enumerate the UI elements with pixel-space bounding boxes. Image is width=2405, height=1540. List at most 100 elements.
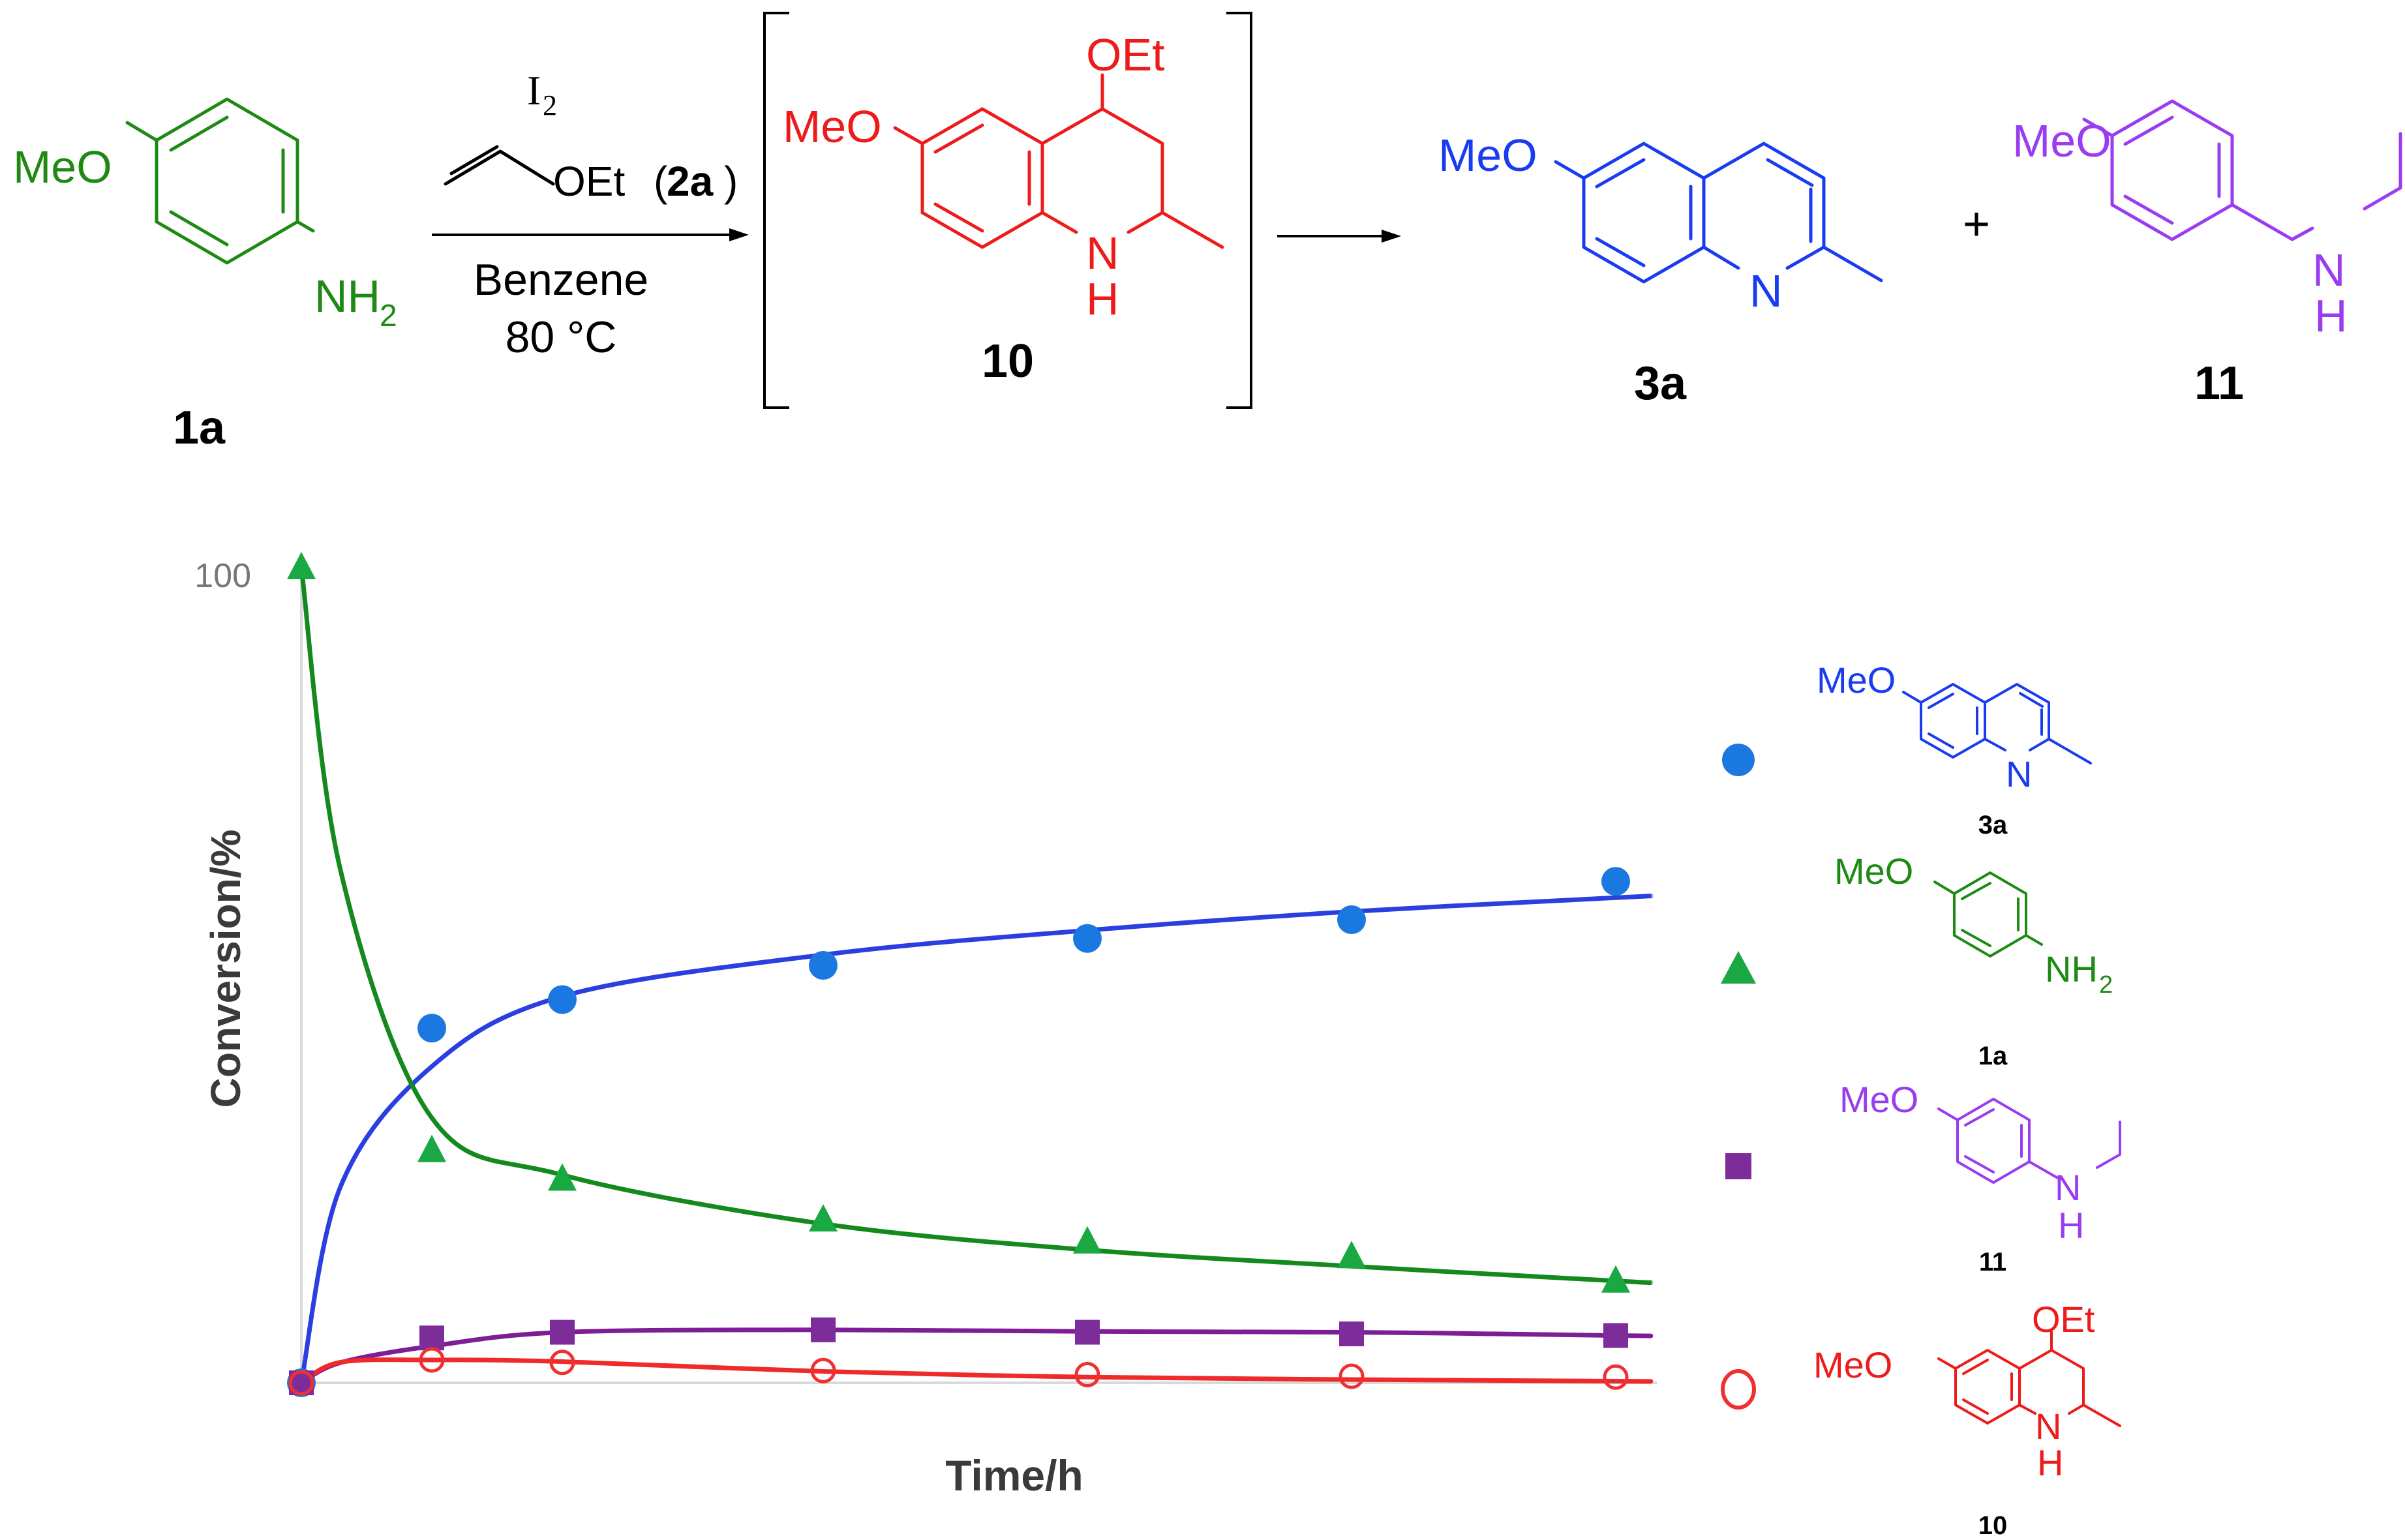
legend-structure-10: MeO OEt N H	[1813, 1299, 2121, 1483]
fit-curve-1a	[299, 567, 1654, 1286]
legend-11-n: N	[2055, 1167, 2081, 1208]
legend-label-11: 11	[1979, 1248, 2006, 1276]
marker-10-point-2	[549, 1350, 575, 1376]
marker-10-point-3	[810, 1357, 836, 1383]
marker-10-point-0	[288, 1370, 314, 1396]
compound-10-n: N	[1086, 228, 1119, 279]
marker-11-point-1	[419, 1325, 444, 1351]
reagents: I 2 OEt ( 2a )	[444, 67, 738, 205]
x-axis-label: Time/h	[945, 1451, 1083, 1500]
marker-3a-point-6	[1601, 867, 1630, 896]
marker-11-point-4	[1075, 1320, 1100, 1345]
marker-11-point-2	[550, 1320, 575, 1345]
legend-10-h: H	[2037, 1442, 2063, 1483]
compound-10-bonds	[893, 73, 1224, 249]
marker-10-point-6	[1603, 1364, 1629, 1390]
legend-1a-nh: NH	[2045, 948, 2098, 989]
compound-10-meo: MeO	[783, 101, 882, 152]
legend-10-oet: OEt	[2032, 1299, 2095, 1340]
compound-11-bonds	[2082, 99, 2402, 241]
marker-3a-point-1	[417, 1014, 446, 1043]
legend-structure-11: MeO N H	[1839, 1079, 2121, 1246]
legend-marker-11	[1725, 1153, 1751, 1179]
fit-curve-10	[300, 1357, 1654, 1385]
compound-1a-label: 1a	[173, 402, 226, 454]
legend-marker-3a	[1722, 744, 1755, 776]
legend-label-3a: 3a	[1978, 811, 2008, 839]
compound-1a-nh-sub: 2	[380, 299, 397, 333]
reagent-label-2a: 2a	[667, 158, 714, 205]
marker-1a-point-3	[809, 1204, 838, 1231]
y-tick-label-100: 100	[194, 557, 251, 595]
marker-3a-point-2	[548, 985, 577, 1014]
chart: 100 Conversion/% Time/h	[194, 552, 1657, 1500]
compound-10-label: 10	[982, 335, 1034, 387]
compound-1a-bonds	[125, 97, 315, 265]
intermediate-brackets	[763, 12, 1252, 409]
legend-marker-1a	[1721, 951, 1756, 984]
vinyl-ether-oet: OEt	[553, 158, 625, 205]
fit-curve-3a	[299, 894, 1654, 1383]
legend-structure-1a: MeO NH 2	[1834, 851, 2113, 999]
compound-11-meo: MeO	[2012, 115, 2111, 166]
legend-1a-nh-sub: 2	[2099, 971, 2113, 999]
compound-3a-structure: MeO N	[1438, 130, 1883, 316]
reagent-label-open: (	[654, 158, 667, 205]
reagent-iodine: I	[527, 67, 541, 113]
compound-10-structure: MeO OEt N H	[783, 29, 1224, 324]
reaction-arrow-2	[1277, 230, 1401, 243]
marker-1a-point-1	[417, 1134, 446, 1162]
legend-11-meo: MeO	[1839, 1079, 1918, 1120]
marker-10-point-4	[1074, 1362, 1100, 1387]
data-markers	[287, 552, 1630, 1397]
condition-temperature: 80 °C	[506, 312, 617, 362]
marker-3a-point-5	[1337, 905, 1366, 934]
marker-11-point-3	[811, 1317, 836, 1342]
compound-10-h: H	[1086, 273, 1119, 324]
legend-10-n: N	[2035, 1406, 2061, 1447]
marker-1a-point-2	[548, 1163, 577, 1191]
marker-3a-point-4	[1073, 924, 1102, 953]
legend-3a-n: N	[2006, 753, 2032, 794]
legend-3a-meo: MeO	[1817, 659, 1896, 701]
legend-11-h: H	[2058, 1205, 2084, 1246]
reagent-label-close: )	[724, 158, 738, 205]
reaction-arrow-1	[432, 228, 749, 241]
legend-10-meo: MeO	[1813, 1344, 1892, 1385]
plus-sign: +	[1963, 198, 1990, 250]
compound-1a-structure: MeO NH 2	[13, 97, 397, 333]
fitted-curves	[299, 567, 1654, 1385]
marker-10-point-1	[419, 1347, 445, 1373]
marker-1a-point-6	[1601, 1265, 1630, 1293]
legend-structure-3a: MeO N	[1817, 659, 2092, 794]
compound-3a-bonds	[1554, 142, 1883, 284]
compound-1a-nh: NH	[314, 271, 380, 322]
compound-3a-label: 3a	[1634, 357, 1687, 410]
marker-1a-point-4	[1073, 1226, 1102, 1254]
compound-1a-meo: MeO	[13, 142, 112, 192]
marker-10-point-5	[1339, 1363, 1365, 1389]
marker-11-point-5	[1339, 1321, 1364, 1346]
marker-3a-point-3	[809, 951, 838, 980]
compound-11-h: H	[2314, 290, 2348, 341]
y-axis-label: Conversion/%	[202, 830, 249, 1108]
vinyl-ether-bonds	[444, 145, 555, 186]
compound-11-structure: MeO N H	[2012, 99, 2402, 341]
compound-11-label: 11	[2194, 357, 2244, 410]
compound-10-oet: OEt	[1086, 29, 1165, 80]
reagent-iodine-sub: 2	[543, 89, 557, 121]
marker-1a-point-5	[1337, 1241, 1366, 1269]
legend-1a-meo: MeO	[1834, 851, 1913, 892]
compound-11-n: N	[2312, 245, 2346, 295]
legend-label-10: 10	[1978, 1511, 2008, 1540]
legend-label-1a: 1a	[1978, 1042, 2008, 1070]
legend-marker-10	[1721, 1369, 1756, 1410]
legend: MeO N 3a MeO NH 2 1a MeO N	[1721, 659, 2121, 1540]
reaction-scheme: MeO NH 2 1a I 2 OEt ( 2a ) Benzene 80 °C	[13, 12, 2402, 454]
compound-3a-meo: MeO	[1438, 130, 1537, 181]
marker-1a-point-0	[287, 552, 316, 579]
marker-11-point-6	[1603, 1323, 1628, 1348]
condition-solvent: Benzene	[474, 255, 648, 305]
compound-3a-n: N	[1749, 265, 1783, 316]
